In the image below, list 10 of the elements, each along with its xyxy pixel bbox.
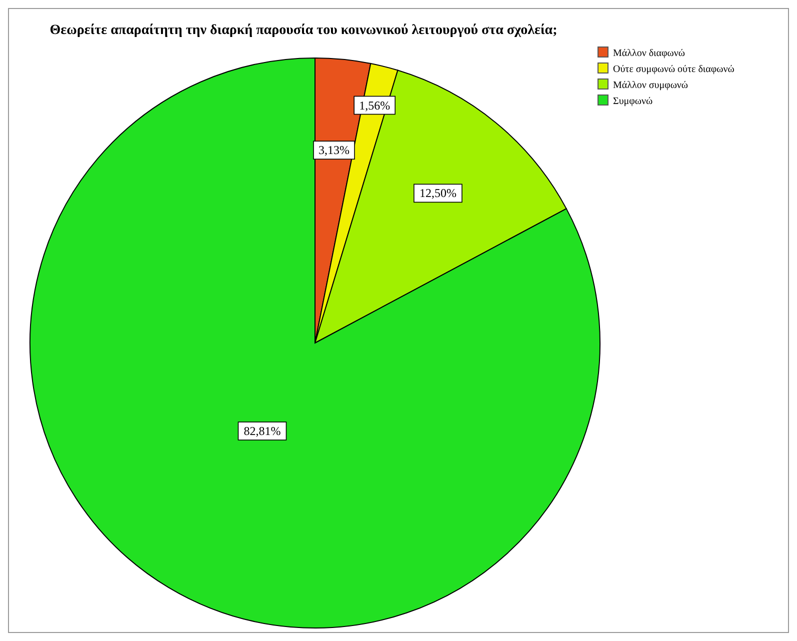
data-label: 1,56% — [359, 98, 390, 112]
legend-label: Μάλλον διαφωνώ — [613, 48, 686, 59]
legend-label: Ούτε συμφωνώ ούτε διαφωνώ — [613, 64, 735, 75]
pie-slice — [30, 58, 600, 628]
data-label: 3,13% — [318, 143, 350, 158]
legend-label: Συμφωνώ — [613, 96, 654, 107]
legend-label: Μάλλον συμφωνώ — [613, 80, 688, 91]
data-label: 12,50% — [419, 186, 456, 200]
chart-title: Θεωρείτε απαραίτητη την διαρκή παρουσία του κοινωνικού λειτουργού στα σχολεία; — [50, 23, 558, 38]
data-label: 82,81% — [244, 424, 281, 438]
